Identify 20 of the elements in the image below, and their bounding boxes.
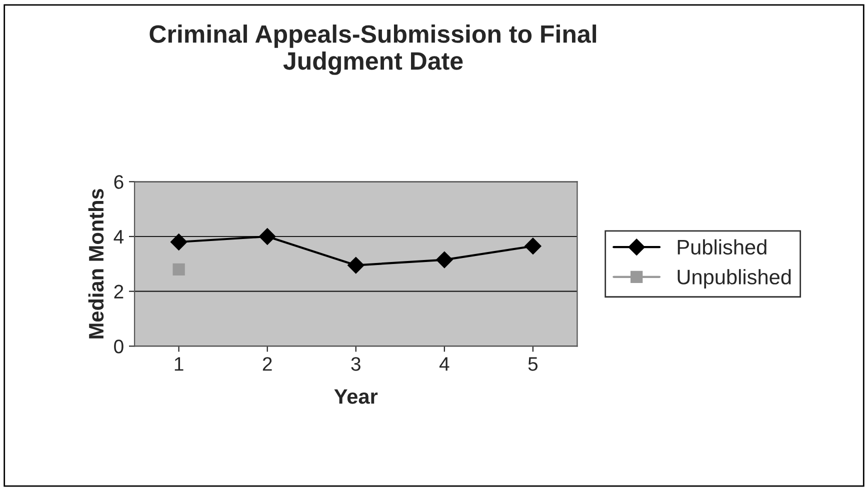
point — [258, 228, 276, 245]
point — [436, 251, 453, 268]
point — [170, 234, 188, 250]
legend-label: Published — [678, 239, 766, 255]
chart-title: Criminal Appeals-Submission to Final Judgment Date — [150, 24, 596, 75]
x-tick-label: 1 — [174, 357, 184, 371]
x-tick-label: 4 — [439, 357, 450, 371]
point — [524, 238, 542, 254]
x-tick-label: 2 — [262, 357, 272, 371]
x-axis-title: Year — [334, 389, 378, 404]
x-tick-label: 5 — [528, 357, 538, 371]
y-tick-label: 4 — [114, 230, 124, 244]
point — [348, 256, 364, 274]
y-tick-label: 0 — [114, 340, 124, 354]
point — [172, 263, 185, 276]
x-tick-label: 3 — [351, 357, 360, 371]
legend-label: Unpublished — [678, 269, 791, 289]
y-tick-label: 6 — [114, 175, 124, 189]
y-axis-title: Median Months — [88, 188, 104, 338]
y-tick-label: 2 — [114, 284, 124, 298]
